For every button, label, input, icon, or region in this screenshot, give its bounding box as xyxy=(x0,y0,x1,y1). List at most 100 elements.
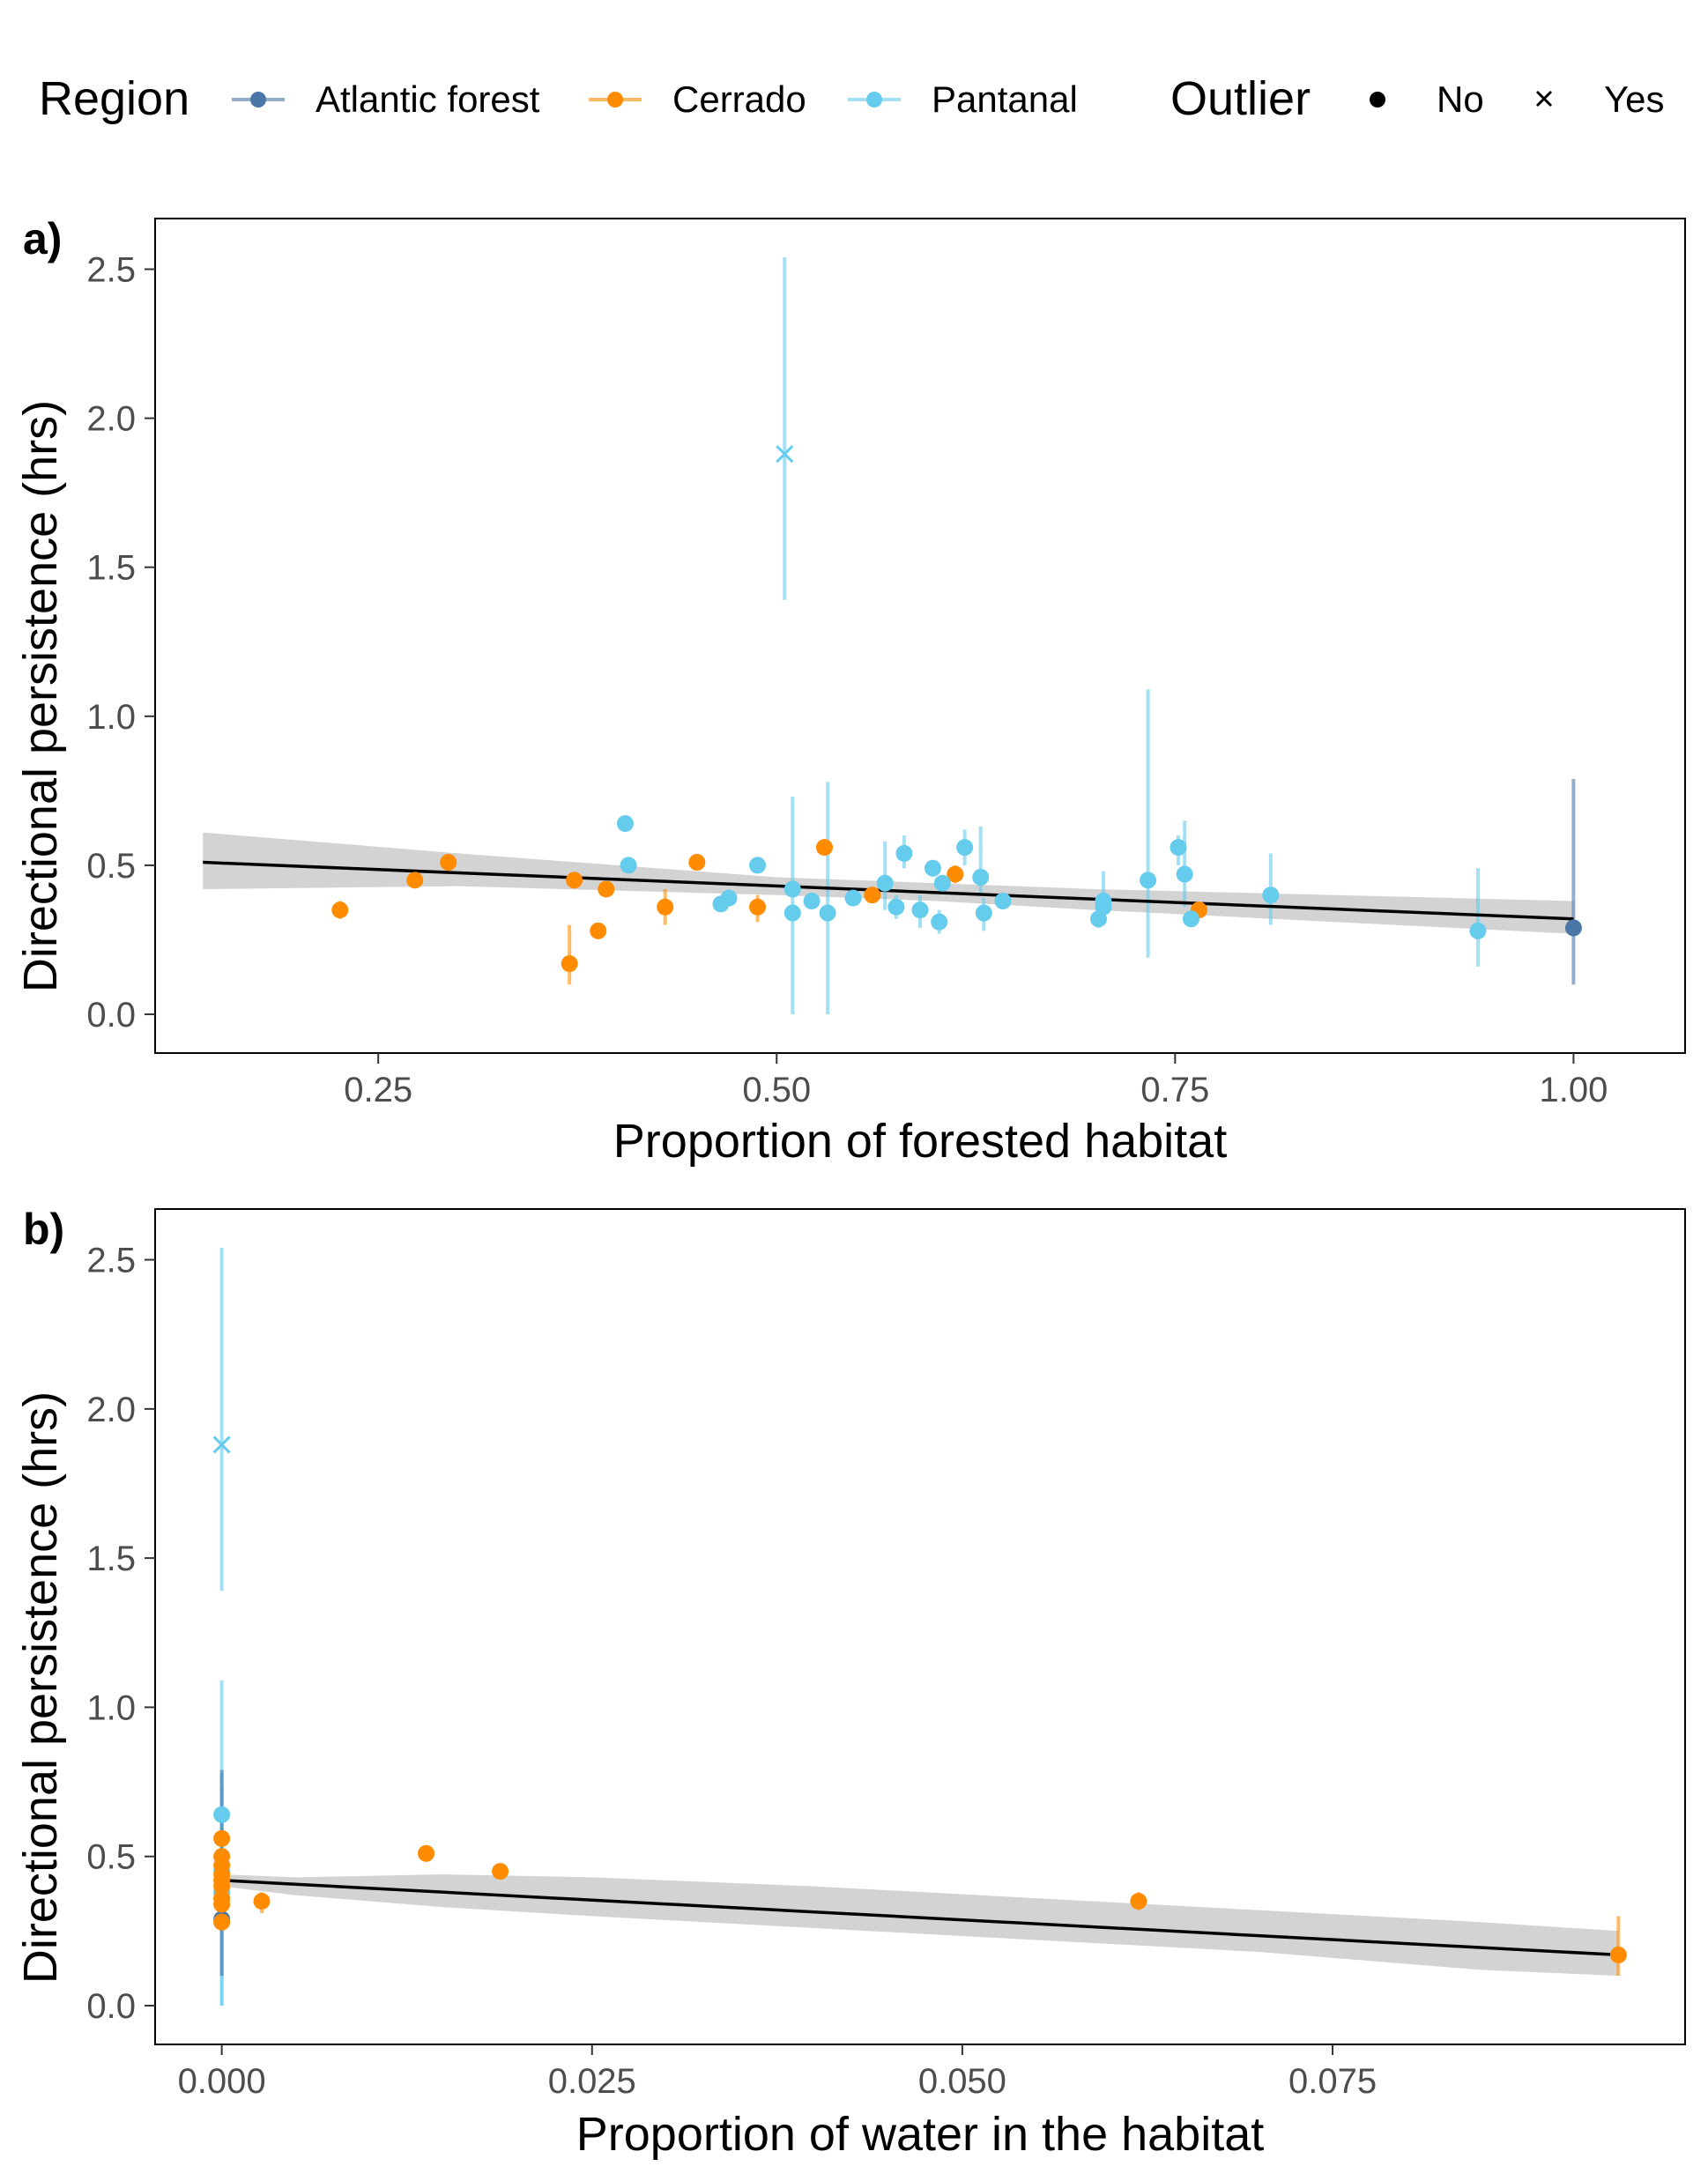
legend-key-pantanal xyxy=(848,92,901,108)
panel-b-point-outlier-pantanal xyxy=(212,1435,231,1454)
panel-a-point-pantanal xyxy=(1469,922,1487,939)
panel-b-x-tick-label: 0.075 xyxy=(1288,2062,1377,2101)
panel-b: b) 0.000 0.025 0.050 0.075 0.0 0.5 1.0 1.5 2.0 2.… xyxy=(14,1205,1686,2161)
panel-a-plot-frame xyxy=(154,218,1686,1054)
panel-a-point-cerrado xyxy=(864,886,881,904)
panel-a-point-pantanal xyxy=(876,874,894,892)
legend-label-pantanal: Pantanal xyxy=(932,78,1078,120)
legend-label-atlantic-forest: Atlantic forest xyxy=(316,78,540,120)
panel-b-label: b) xyxy=(23,1205,64,1254)
panel-a-point-cerrado xyxy=(590,922,607,939)
panel-b-plot-frame xyxy=(154,1208,1686,2045)
panel-a-y-tick-label: 1.0 xyxy=(86,698,136,737)
panel-b-point-cerrado xyxy=(492,1863,509,1881)
legend-key-atlantic-forest xyxy=(232,92,285,108)
legend-marker-no xyxy=(1370,92,1385,108)
panel-a-point-pantanal xyxy=(895,844,913,862)
panel-a-point-pantanal xyxy=(783,904,801,922)
panel-b-y-tick-label: 0.0 xyxy=(86,1987,136,2026)
panel-a: a) 0.25 0.50 0.75 1.00 0.0 0.5 1.0 1.5 2.0 2.5 Pr… xyxy=(14,214,1686,1168)
legend-dot-pantanal xyxy=(866,92,882,108)
panel-b-x-tick-label: 0.000 xyxy=(178,2062,266,2101)
panel-a-point-cerrado xyxy=(561,955,578,973)
panel-a-point-pantanal xyxy=(783,880,801,898)
panel-a-point-pantanal xyxy=(924,859,941,877)
legend: Region Atlantic forest Cerrado Pantanal … xyxy=(39,72,1665,125)
panel-a-point-pantanal xyxy=(887,898,905,916)
panel-a-point-cerrado xyxy=(331,901,349,919)
panel-a-point-pantanal xyxy=(1262,886,1280,904)
panel-b-point-cerrado xyxy=(1130,1892,1147,1910)
panel-b-point-cerrado xyxy=(213,1895,231,1913)
legend-label-no: No xyxy=(1437,78,1484,120)
panel-a-point-pantanal xyxy=(1095,898,1112,916)
panel-b-y-axis-title: Directional persistence (hrs) xyxy=(14,1391,67,1984)
panel-a-point-pantanal xyxy=(933,874,951,892)
panel-a-y-tick-label: 2.0 xyxy=(86,400,136,439)
panel-a-point-pantanal xyxy=(994,893,1012,910)
panel-a-plot: 0.25 0.50 0.75 1.00 0.0 0.5 1.0 1.5 2.0 2.5 xyxy=(86,218,1686,1109)
panel-a-point-pantanal xyxy=(616,815,634,833)
panel-a-point-atlantic-forest xyxy=(1564,919,1582,937)
panel-a-point-pantanal xyxy=(1176,865,1193,883)
panel-a-point-pantanal xyxy=(975,904,992,922)
legend-key-cerrado xyxy=(589,92,642,108)
panel-b-point-cerrado xyxy=(1609,1946,1627,1963)
panel-a-point-pantanal xyxy=(803,893,821,910)
panel-b-point-cerrado xyxy=(213,1913,231,1931)
panel-b-x-tick-label: 0.025 xyxy=(548,2062,636,2101)
legend-dot-cerrado xyxy=(607,92,623,108)
panel-b-point-cerrado xyxy=(253,1892,271,1910)
panel-b-plot: 0.000 0.025 0.050 0.075 0.0 0.5 1.0 1.5 2.0 2.5 xyxy=(86,1208,1686,2101)
panel-b-x-axis-title: Proportion of water in the habitat xyxy=(576,2108,1264,2161)
panel-b-y-tick-label: 2.0 xyxy=(86,1391,136,1429)
panel-a-point-pantanal xyxy=(844,889,862,907)
panel-a-point-pantanal xyxy=(911,901,929,919)
panel-b-y-tick-label: 1.5 xyxy=(86,1539,136,1578)
panel-a-y-tick-label: 0.0 xyxy=(86,996,136,1035)
panel-a-y-axis-title: Directional persistence (hrs) xyxy=(14,400,67,992)
panel-a-x-tick-label: 1.00 xyxy=(1539,1071,1608,1109)
panel-a-point-pantanal xyxy=(1170,839,1187,857)
panel-b-point-cerrado xyxy=(213,1829,231,1847)
panel-b-y-tick-label: 1.0 xyxy=(86,1688,136,1727)
panel-a-point-pantanal xyxy=(720,889,738,907)
legend-label-yes: Yes xyxy=(1604,78,1665,120)
panel-a-point-cerrado xyxy=(598,880,615,898)
panel-a-point-cerrado xyxy=(947,865,964,883)
panel-b-fit-line xyxy=(221,1879,1619,1957)
panel-a-point-pantanal xyxy=(972,868,990,886)
panel-a-label: a) xyxy=(23,214,62,263)
panel-a-point-cerrado xyxy=(816,839,833,857)
panel-a-point-pantanal xyxy=(819,904,836,922)
legend-label-cerrado: Cerrado xyxy=(672,78,806,120)
panel-a-point-pantanal xyxy=(749,857,767,874)
panel-a-point-cerrado xyxy=(688,854,706,872)
panel-a-point-pantanal xyxy=(620,857,637,874)
legend-outlier-title: Outlier xyxy=(1170,72,1311,125)
panel-a-point-pantanal xyxy=(1182,910,1199,928)
panel-b-y-tick-label: 0.5 xyxy=(86,1838,136,1877)
panel-b-point-pantanal xyxy=(213,1806,231,1823)
panel-a-y-tick-label: 2.5 xyxy=(86,250,136,289)
panel-a-x-axis-title: Proportion of forested habitat xyxy=(613,1115,1227,1168)
legend-dot-atlantic-forest xyxy=(250,92,266,108)
panel-b-point-cerrado xyxy=(213,1878,231,1895)
legend-region-title: Region xyxy=(39,72,189,125)
panel-b-point-cerrado xyxy=(418,1844,435,1862)
panel-a-point-pantanal xyxy=(931,913,948,931)
panel-a-x-tick-label: 0.25 xyxy=(344,1071,412,1109)
panel-b-x-tick-label: 0.050 xyxy=(918,2062,1006,2101)
panel-a-point-cerrado xyxy=(657,898,674,916)
panel-a-x-tick-label: 0.50 xyxy=(742,1071,811,1109)
panel-a-y-tick-label: 1.5 xyxy=(86,549,136,588)
panel-a-point-cerrado xyxy=(406,872,424,889)
panel-a-point-cerrado xyxy=(440,854,457,872)
panel-a-point-pantanal xyxy=(956,839,974,857)
panel-a-x-tick-label: 0.75 xyxy=(1140,1071,1209,1109)
panel-a-point-pantanal xyxy=(1140,872,1157,889)
panel-b-confidence-band xyxy=(221,1874,1619,1977)
legend-marker-yes xyxy=(1535,90,1553,108)
panel-a-point-cerrado xyxy=(749,898,767,916)
